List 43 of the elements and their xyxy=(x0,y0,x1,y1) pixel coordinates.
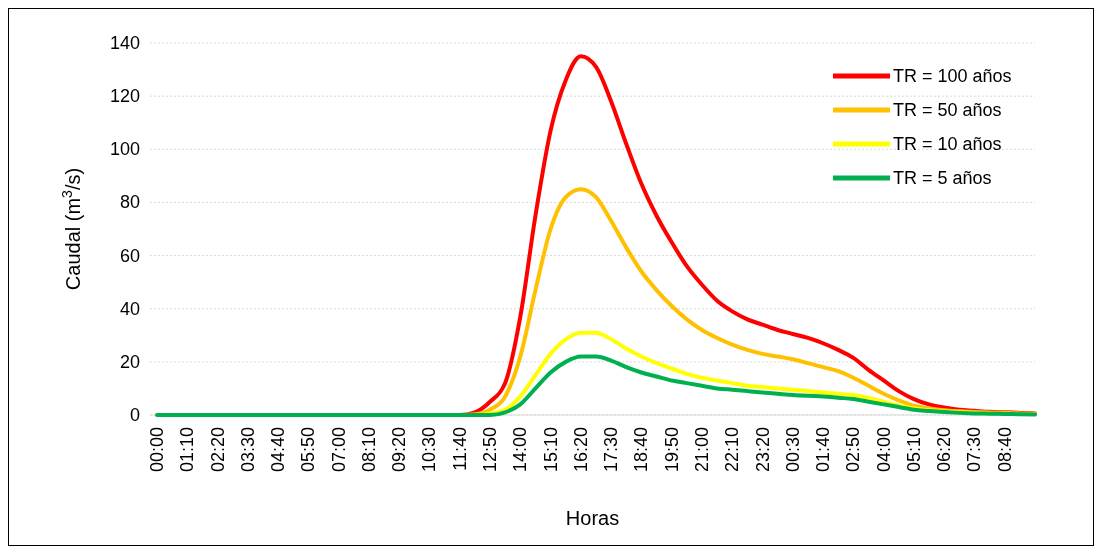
x-tick-label: 01:10 xyxy=(177,427,198,473)
x-tick-label: 01:40 xyxy=(813,427,834,473)
x-tick-label: 07:00 xyxy=(328,427,349,473)
x-tick-label: 10:30 xyxy=(419,427,440,473)
legend-label: TR = 5 años xyxy=(893,168,992,188)
y-tick-label: 40 xyxy=(119,298,140,319)
x-tick-label: 19:50 xyxy=(661,427,682,473)
x-tick-label: 15:10 xyxy=(540,427,561,473)
y-tick-label: 20 xyxy=(119,351,140,372)
x-tick-label: 22:10 xyxy=(722,427,743,473)
y-tick-label: 60 xyxy=(119,245,140,266)
x-tick-label: 04:00 xyxy=(873,427,894,473)
x-tick-label: 05:10 xyxy=(903,427,924,473)
x-tick-label: 03:30 xyxy=(237,427,258,473)
x-tick-label: 08:40 xyxy=(994,427,1015,473)
y-tick-label: 120 xyxy=(109,86,140,107)
x-tick-label: 04:40 xyxy=(268,427,289,473)
x-tick-label: 17:30 xyxy=(601,427,622,473)
x-tick-label: 16:20 xyxy=(570,427,591,473)
x-tick-label: 09:20 xyxy=(389,427,410,473)
legend-label: TR = 10 años xyxy=(893,134,1002,154)
x-tick-label: 08:10 xyxy=(358,427,379,473)
x-tick-label: 11:40 xyxy=(449,427,470,471)
x-tick-label: 02:50 xyxy=(843,427,864,473)
legend-label: TR = 100 años xyxy=(893,66,1012,86)
x-tick-label: 21:00 xyxy=(691,427,712,473)
x-tick-label: 14:00 xyxy=(510,427,531,473)
x-axis-title: Horas xyxy=(565,507,620,529)
y-tick-label: 0 xyxy=(129,405,140,425)
x-tick-label: 18:40 xyxy=(631,427,652,473)
x-tick-label: 07:30 xyxy=(964,427,985,473)
y-tick-label: 100 xyxy=(109,139,140,160)
y-tick-label: 80 xyxy=(119,192,140,213)
x-tick-label: 02:20 xyxy=(207,427,228,473)
y-tick-label: 140 xyxy=(109,33,140,53)
x-tick-label: 23:20 xyxy=(752,427,773,473)
x-tick-label: 05:50 xyxy=(298,427,319,473)
x-tick-label: 06:20 xyxy=(934,427,955,473)
x-tick-label: 00:00 xyxy=(147,427,167,473)
x-tick-label: 00:30 xyxy=(782,427,803,473)
legend-label: TR = 50 años xyxy=(893,100,1002,120)
x-tick-label: 12:50 xyxy=(480,427,501,473)
line-series xyxy=(155,354,1037,417)
